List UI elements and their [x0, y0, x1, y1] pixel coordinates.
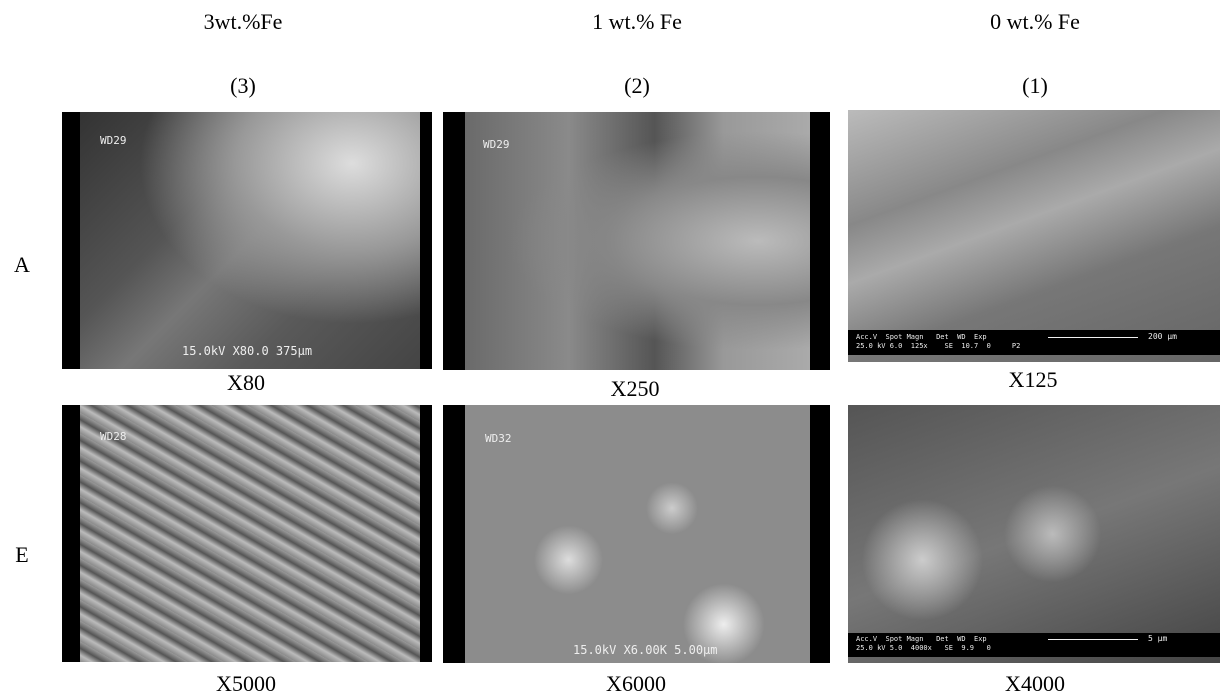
column-heading: 0 wt.% Fe: [990, 9, 1080, 35]
image-tag: WD28: [100, 430, 127, 443]
magnification: X4000: [1005, 671, 1065, 697]
image-databar: Acc.V Spot Magn Det WD Exp: [856, 635, 987, 643]
scale-label: 200 μm: [1148, 332, 1177, 341]
row-label: A: [14, 252, 30, 278]
magnification: X5000: [216, 671, 276, 697]
magnification: X125: [1009, 367, 1058, 393]
scale-bar: [1048, 639, 1138, 640]
column-number: (1): [1022, 73, 1048, 99]
scale-bar: [1048, 337, 1138, 338]
sem-image: WD28: [62, 405, 432, 662]
sem-image: WD29 15.0kV X80.0 375μm: [62, 112, 432, 369]
magnification: X80: [227, 370, 265, 396]
image-databar: 25.0 kV 5.0 4000x SE 9.9 0: [856, 644, 991, 652]
column-heading: 1 wt.% Fe: [592, 9, 682, 35]
column-heading: 3wt.%Fe: [204, 9, 283, 35]
magnification: X250: [611, 376, 660, 402]
figure: 3wt.%Fe 1 wt.% Fe 0 wt.% Fe (3) (2) (1) …: [0, 0, 1227, 698]
image-tag: WD32: [485, 432, 512, 445]
image-tag: WD29: [100, 134, 127, 147]
column-number: (2): [624, 73, 650, 99]
sem-image: Acc.V Spot Magn Det WD Exp 25.0 kV 5.0 4…: [848, 405, 1220, 663]
magnification: X6000: [606, 671, 666, 697]
image-databar: 15.0kV X6.00K 5.00μm: [573, 643, 718, 657]
image-databar: Acc.V Spot Magn Det WD Exp: [856, 333, 987, 341]
row-label: E: [15, 542, 28, 568]
sem-image: WD29: [443, 112, 830, 370]
sem-image: Acc.V Spot Magn Det WD Exp 25.0 kV 6.0 1…: [848, 110, 1220, 362]
column-number: (3): [230, 73, 256, 99]
image-databar: 15.0kV X80.0 375μm: [182, 344, 312, 358]
image-tag: WD29: [483, 138, 510, 151]
image-databar: 25.0 kV 6.0 125x SE 10.7 0 P2: [856, 342, 1020, 350]
scale-label: 5 μm: [1148, 634, 1167, 643]
sem-image: WD32 15.0kV X6.00K 5.00μm: [443, 405, 830, 663]
